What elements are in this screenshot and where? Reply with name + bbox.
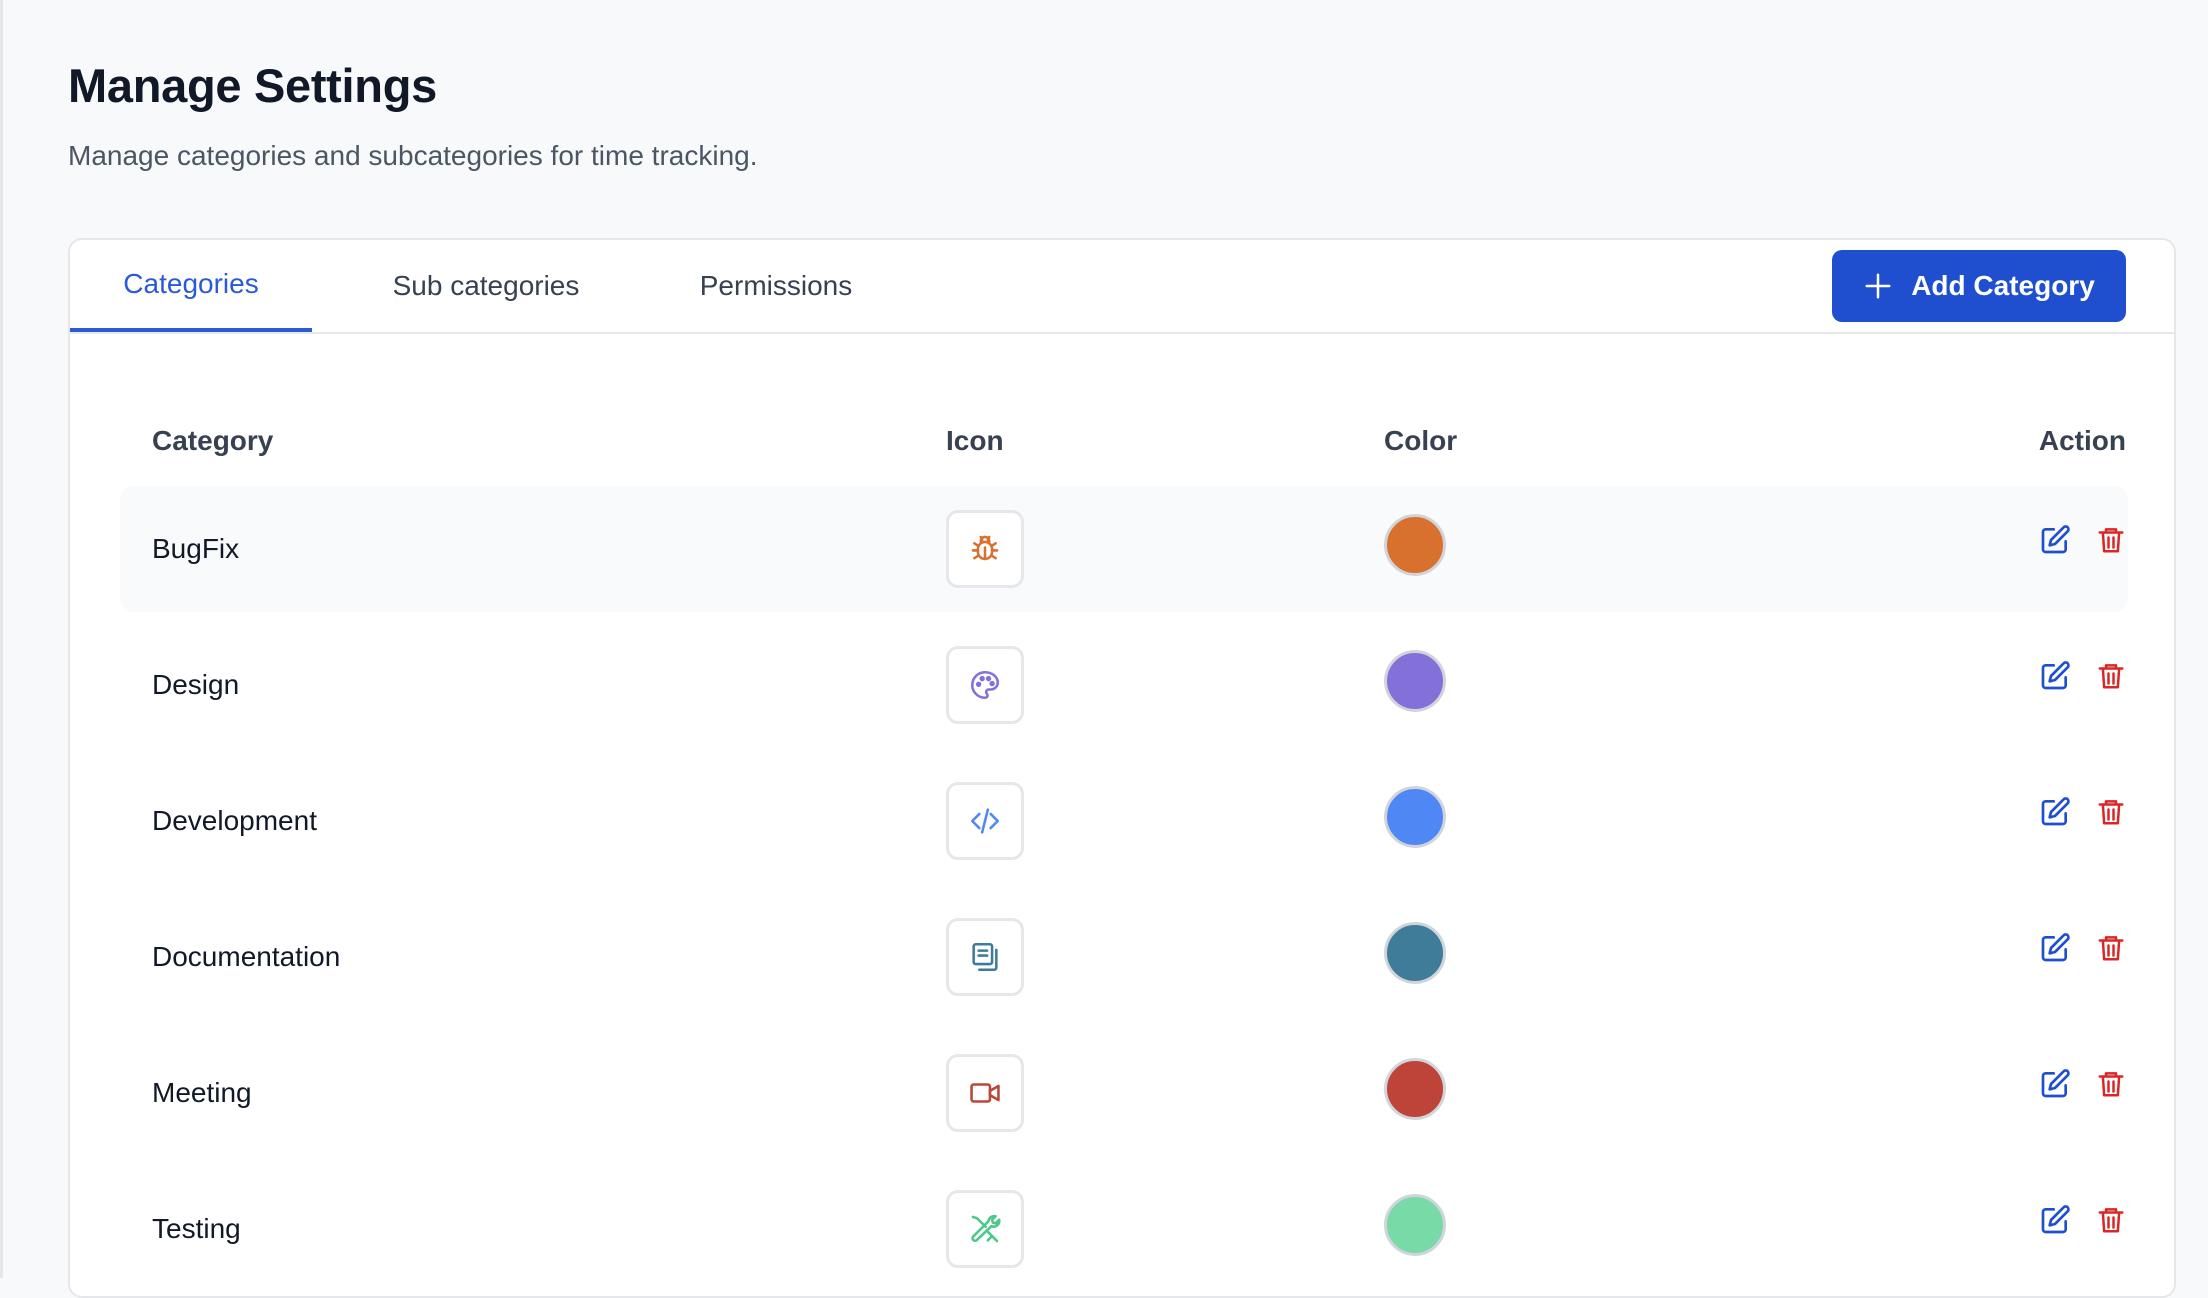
edit-icon bbox=[2041, 797, 2070, 826]
color-swatch bbox=[1384, 1194, 1446, 1256]
tools-icon bbox=[971, 1214, 1001, 1243]
delete-button[interactable] bbox=[2094, 1202, 2128, 1238]
delete-button[interactable] bbox=[2094, 1066, 2128, 1102]
tab-bar: Categories Sub categories Permissions Ad… bbox=[70, 240, 2174, 334]
table-row: Design bbox=[120, 622, 2128, 748]
edit-button[interactable] bbox=[2038, 794, 2072, 830]
add-category-button[interactable]: Add Category bbox=[1832, 250, 2126, 322]
code-icon bbox=[970, 808, 1000, 834]
trash-icon bbox=[2098, 528, 2124, 553]
color-swatch bbox=[1384, 650, 1446, 712]
category-icon-box bbox=[946, 1190, 1024, 1268]
trash-icon bbox=[2098, 800, 2124, 825]
trash-icon bbox=[2098, 664, 2124, 689]
delete-button[interactable] bbox=[2094, 658, 2128, 694]
row-actions bbox=[2038, 522, 2128, 558]
video-icon bbox=[970, 1083, 1000, 1103]
category-icon-box bbox=[946, 1054, 1024, 1132]
page-subtitle: Manage categories and subcategories for … bbox=[68, 140, 758, 171]
row-actions bbox=[2038, 658, 2128, 694]
header-icon: Icon bbox=[946, 425, 1004, 456]
edit-button[interactable] bbox=[2038, 930, 2072, 966]
category-name: Design bbox=[152, 669, 240, 700]
settings-card: Categories Sub categories Permissions Ad… bbox=[68, 238, 2176, 1298]
edit-button[interactable] bbox=[2038, 658, 2072, 694]
header-action: Action bbox=[2038, 425, 2126, 456]
edit-button[interactable] bbox=[2038, 1066, 2072, 1102]
table-row: BugFix bbox=[120, 486, 2128, 612]
color-swatch bbox=[1384, 922, 1446, 984]
category-icon-box bbox=[946, 782, 1024, 860]
edit-icon bbox=[2041, 525, 2070, 554]
header-color: Color bbox=[1384, 425, 1458, 456]
edit-button[interactable] bbox=[2038, 1202, 2072, 1238]
plus-icon bbox=[1865, 273, 1891, 299]
edit-button[interactable] bbox=[2038, 522, 2072, 558]
row-actions bbox=[2038, 930, 2128, 966]
delete-button[interactable] bbox=[2094, 794, 2128, 830]
left-border bbox=[0, 0, 3, 1278]
delete-button[interactable] bbox=[2094, 522, 2128, 558]
document-icon bbox=[972, 942, 998, 972]
table-row: Documentation bbox=[120, 894, 2128, 1020]
category-name: Documentation bbox=[152, 941, 341, 972]
edit-icon bbox=[2041, 661, 2070, 690]
header-category: Category bbox=[152, 425, 274, 456]
tab-permissions[interactable]: Permissions bbox=[699, 270, 853, 301]
category-list: BugFix Design bbox=[120, 486, 2128, 1296]
category-name: Meeting bbox=[152, 1077, 252, 1108]
category-icon-box bbox=[946, 918, 1024, 996]
row-actions bbox=[2038, 794, 2128, 830]
page-title: Manage Settings bbox=[68, 59, 437, 112]
edit-icon bbox=[2041, 1205, 2070, 1234]
row-actions bbox=[2038, 1202, 2128, 1238]
table-row: Testing bbox=[120, 1166, 2128, 1292]
bug-icon bbox=[971, 535, 999, 561]
category-name: Development bbox=[152, 805, 317, 836]
table-header: Category Icon Color Action bbox=[70, 416, 2174, 466]
tab-sub-categories[interactable]: Sub categories bbox=[392, 270, 580, 301]
table-row: Development bbox=[120, 758, 2128, 884]
trash-icon bbox=[2098, 1208, 2124, 1233]
trash-icon bbox=[2098, 936, 2124, 961]
color-swatch bbox=[1384, 786, 1446, 848]
category-icon-box bbox=[946, 646, 1024, 724]
palette-icon bbox=[970, 670, 1000, 700]
row-actions bbox=[2038, 1066, 2128, 1102]
tab-categories[interactable]: Categories bbox=[70, 240, 312, 332]
color-swatch bbox=[1384, 514, 1446, 576]
add-category-label: Add Category bbox=[1911, 270, 2095, 301]
category-name: BugFix bbox=[152, 533, 240, 564]
edit-icon bbox=[2041, 1069, 2070, 1098]
category-name: Testing bbox=[152, 1213, 241, 1244]
color-swatch bbox=[1384, 1058, 1446, 1120]
delete-button[interactable] bbox=[2094, 930, 2128, 966]
table-row: Meeting bbox=[120, 1030, 2128, 1156]
category-icon-box bbox=[946, 510, 1024, 588]
page-header: Manage Settings Manage categories and su… bbox=[68, 56, 758, 174]
trash-icon bbox=[2098, 1072, 2124, 1097]
edit-icon bbox=[2041, 933, 2070, 962]
